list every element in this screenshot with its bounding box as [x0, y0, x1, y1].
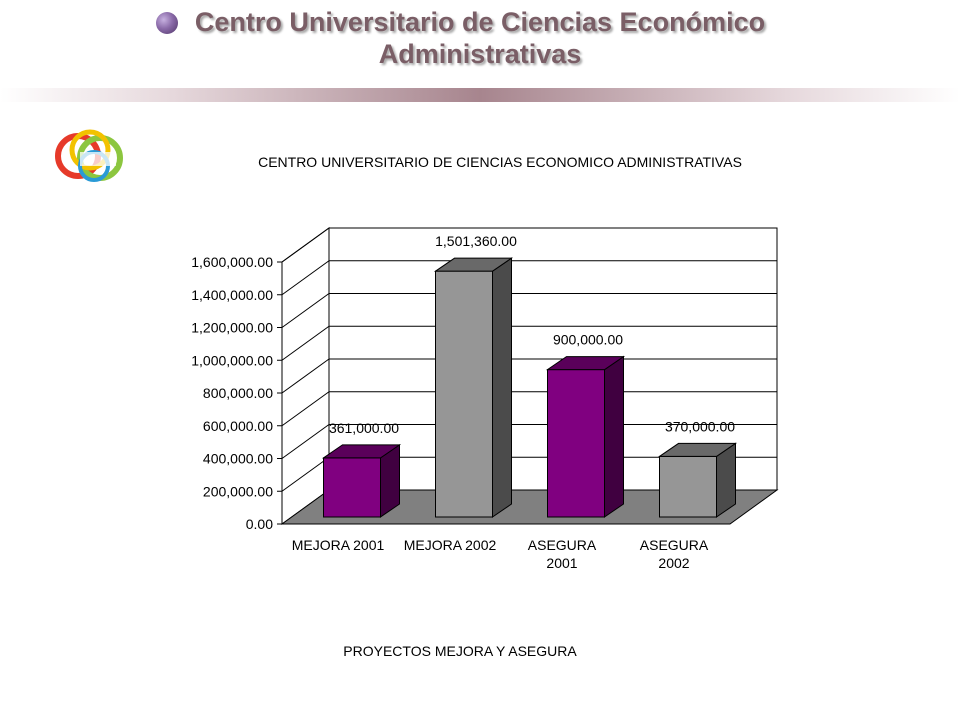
gridline-side	[281, 260, 330, 296]
data-label: 1,501,360.00	[435, 233, 517, 249]
bar-top	[545, 356, 626, 371]
header-divider	[0, 88, 960, 102]
y-tick-label: 400,000.00	[203, 451, 273, 467]
bar-front	[659, 455, 717, 518]
y-tick-label: 1,400,000.00	[191, 287, 273, 303]
bar-top	[657, 442, 738, 457]
slide-title-line-1: Centro Universitario de Ciencias Económi…	[194, 7, 766, 37]
data-label: 361,000.00	[329, 420, 399, 436]
x-tick-label: ASEGURA 2001	[528, 537, 597, 571]
y-tick-label: 1,200,000.00	[191, 320, 273, 336]
y-tick-label: 800,000.00	[203, 385, 273, 401]
y-tick-label: 200,000.00	[203, 483, 273, 499]
gridline-side	[281, 424, 330, 459]
x-tick-label: MEJORA 2001	[292, 537, 385, 553]
slide-title-line-2: Administrativas	[378, 39, 582, 69]
gridline-side	[281, 456, 330, 492]
data-label: 900,000.00	[553, 332, 623, 348]
y-tick-label: 0.00	[246, 516, 273, 532]
chart-floor	[280, 489, 779, 525]
y-tick-label: 1,000,000.00	[191, 352, 273, 368]
bar-side	[492, 257, 512, 518]
gridline-side	[281, 325, 330, 361]
gridline-side	[281, 358, 330, 394]
slide-title: Centro Universitario de Ciencias Económi…	[0, 6, 960, 70]
bullet-icon	[156, 12, 178, 34]
pifi-logo-icon	[55, 129, 123, 182]
bar-top	[433, 257, 514, 272]
gridline-side	[281, 391, 330, 427]
bar-front	[323, 457, 381, 518]
bar-front	[547, 369, 605, 518]
x-tick-label: ASEGURA 2002	[640, 537, 709, 571]
x-tick-label: MEJORA 2002	[404, 537, 497, 553]
bar-side	[604, 355, 624, 518]
data-label: 370,000.00	[665, 418, 735, 434]
y-tick-label: 1,600,000.00	[191, 254, 273, 270]
x-axis-title: PROYECTOS MEJORA Y ASEGURA	[343, 643, 577, 659]
gridline-side	[281, 293, 330, 328]
gridline-side	[281, 227, 330, 263]
y-tick-label: 600,000.00	[203, 418, 273, 434]
bar-front	[435, 270, 493, 518]
bar-top	[321, 444, 402, 459]
chart-title: CENTRO UNIVERSITARIO DE CIENCIAS ECONOMI…	[258, 154, 742, 170]
